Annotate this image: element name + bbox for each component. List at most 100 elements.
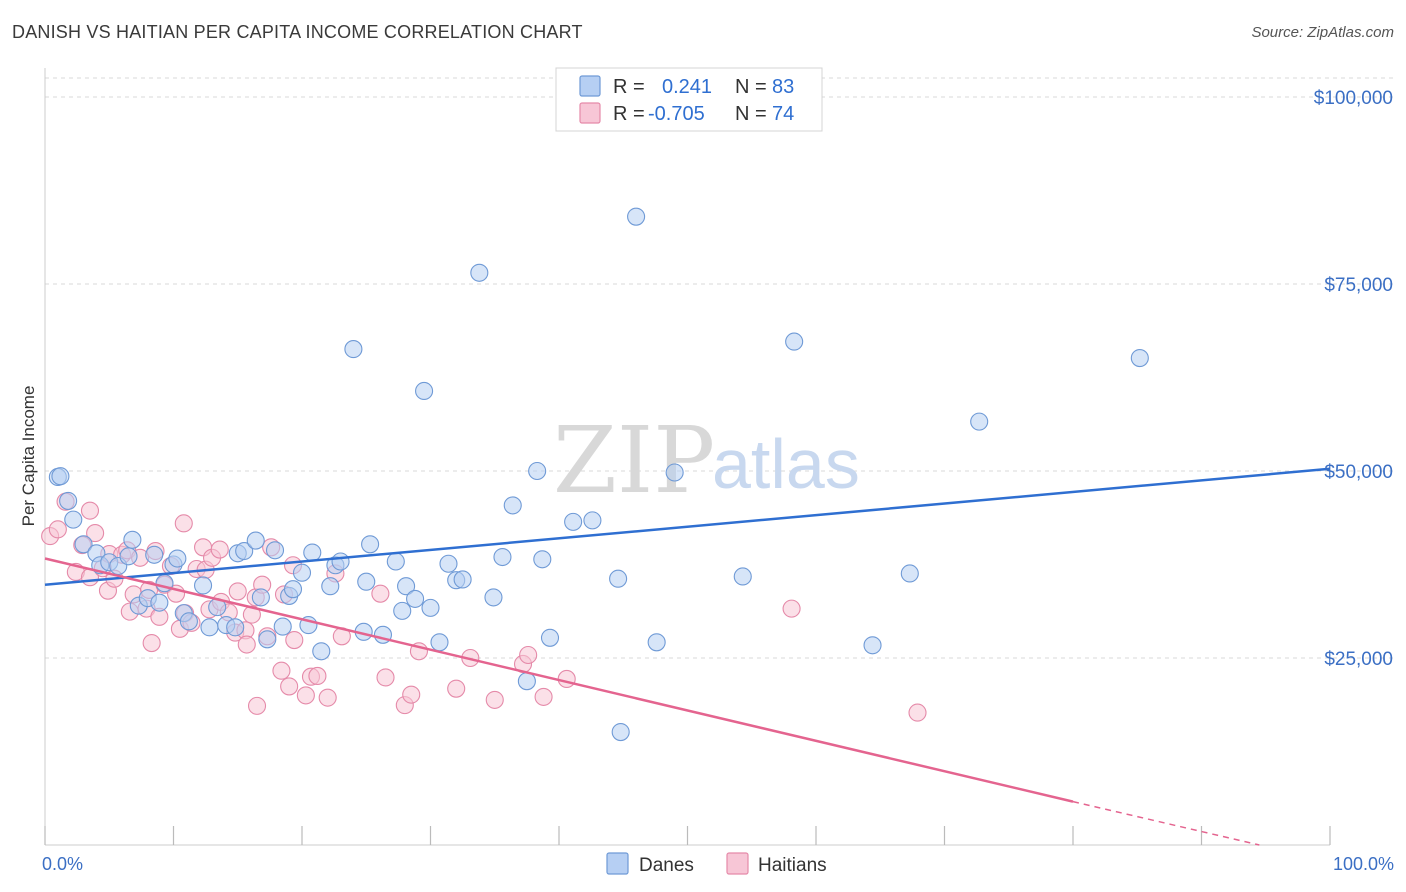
danes-point (265, 541, 285, 560)
chart-title: DANISH VS HAITIAN PER CAPITA INCOME CORR… (12, 22, 583, 42)
y-tick-label: $50,000 (1324, 462, 1393, 483)
haitians-point (242, 605, 261, 624)
y-tick-label: $75,000 (1324, 275, 1393, 296)
danes-point (517, 672, 536, 691)
haitians-point (280, 677, 299, 696)
danes-trend-line (44, 467, 1331, 586)
haitians-point (174, 514, 193, 533)
danes-point (258, 630, 277, 649)
haitians-point (296, 686, 315, 705)
grid-lines (45, 77, 1394, 659)
bottom-legend-haitians-swatch (726, 852, 749, 875)
danes-point (179, 612, 198, 631)
haitians-point (534, 687, 553, 706)
danes-point (393, 601, 412, 620)
danes-point (119, 547, 138, 566)
danes-point (51, 467, 70, 486)
bottom-legend-danes-label: Danes (639, 855, 694, 876)
legend-row1-r-label: R = (613, 76, 645, 98)
haitians-point (371, 584, 390, 603)
danes-point (200, 618, 219, 637)
danes-point (503, 496, 522, 515)
haitians-point (908, 703, 927, 722)
danes-point (123, 530, 142, 549)
haitians-point (228, 582, 247, 601)
danes-point (226, 618, 245, 637)
bottom-legend-danes-swatch (606, 852, 629, 875)
haitians-point (318, 688, 337, 707)
legend-row1-n-value: 83 (772, 76, 794, 98)
series-haitians-points (41, 492, 927, 722)
legend-row2-r-label: R = (613, 103, 645, 125)
danes-point (273, 617, 292, 636)
watermark: ZIP atlas (553, 407, 860, 514)
danes-point (583, 511, 602, 530)
series-legend: Danes Haitians (606, 852, 827, 876)
danes-point (415, 381, 434, 401)
danes-point (484, 588, 503, 607)
danes-point (647, 633, 666, 652)
haitians-point (142, 633, 161, 653)
haitians-point (519, 645, 538, 665)
axes (44, 68, 1331, 846)
danes-point (900, 564, 919, 583)
y-tick-label: $100,000 (1314, 88, 1393, 109)
haitians-point (402, 685, 421, 704)
danes-point (312, 642, 331, 661)
haitians-trend-extension (1072, 800, 1260, 846)
haitians-point (210, 540, 229, 559)
haitians-point (782, 599, 801, 618)
legend-row1-r-value: 0.241 (662, 76, 712, 98)
bottom-legend-haitians-label: Haitians (758, 855, 827, 876)
haitians-point (80, 501, 100, 520)
danes-point (59, 491, 78, 510)
danes-point (665, 463, 684, 482)
danes-point (303, 543, 322, 562)
haitians-trend-line (44, 557, 1074, 803)
haitians-point (272, 661, 291, 680)
danes-point (145, 545, 164, 564)
haitians-point (447, 679, 466, 698)
danes-point (970, 412, 989, 431)
legend-haitians-swatch (579, 102, 601, 124)
danes-point (361, 535, 380, 554)
danes-point (611, 723, 630, 742)
danes-point (609, 569, 628, 588)
danes-point (493, 547, 512, 567)
danes-point (283, 580, 303, 599)
danes-point (1130, 349, 1149, 368)
legend-danes-swatch (579, 75, 601, 97)
watermark-zip: ZIP (553, 407, 715, 514)
haitians-point (557, 669, 576, 688)
danes-point (430, 633, 449, 652)
legend-row2-r-value: -0.705 (648, 103, 705, 125)
danes-point (246, 531, 265, 550)
danes-point (386, 552, 405, 571)
haitians-point (485, 690, 504, 709)
danes-point (397, 577, 416, 596)
x-tick-label-min: 0.0% (42, 854, 83, 874)
series-danes-points (48, 207, 1149, 742)
legend-row1-n-label: N = (735, 76, 767, 98)
danes-point (357, 572, 376, 591)
danes-point (194, 576, 213, 595)
trend-lines (44, 467, 1331, 846)
danes-point (344, 340, 363, 359)
y-tick-labels: $100,000 $75,000 $50,000 $25,000 (1314, 88, 1393, 670)
legend-row2-n-value: 74 (772, 103, 794, 125)
danes-point (64, 510, 83, 529)
haitians-point (247, 696, 267, 715)
x-tick-label-max: 100.0% (1333, 854, 1394, 874)
watermark-atlas: atlas (712, 425, 860, 503)
danes-point (540, 628, 560, 647)
danes-point (453, 570, 472, 589)
danes-point (733, 567, 752, 586)
haitians-point (86, 524, 105, 543)
danes-point (292, 563, 312, 582)
x-tick-labels: 0.0% 100.0% (42, 854, 1394, 874)
danes-point (627, 207, 646, 226)
danes-point (439, 554, 458, 573)
danes-point (421, 598, 440, 617)
danes-point (406, 589, 425, 608)
